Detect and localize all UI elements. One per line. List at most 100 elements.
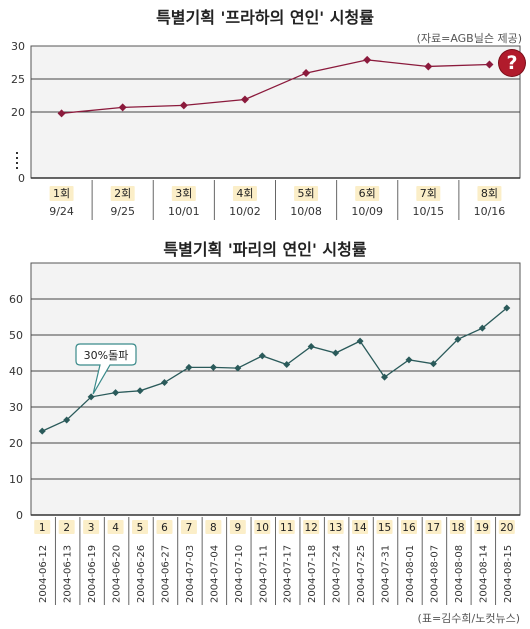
bottom-date-label: 2004-08-15 <box>503 545 514 603</box>
top-chart-title: 특별기획 '프라하의 연인' 시청률 <box>156 8 374 27</box>
bottom-episode-label: 16 <box>402 522 416 534</box>
bottom-episode-badge <box>352 520 369 534</box>
bottom-data-point <box>503 304 511 312</box>
bottom-episode-badge <box>425 520 442 534</box>
bottom-data-point <box>405 356 413 364</box>
bottom-date-label: 2004-06-26 <box>136 545 147 603</box>
bottom-episode-label: 10 <box>256 522 269 534</box>
top-data-point <box>302 69 311 78</box>
bottom-data-point <box>185 363 193 371</box>
top-data-point <box>363 55 372 64</box>
bottom-data-point <box>234 364 242 372</box>
bottom-episode-badge <box>205 520 222 534</box>
bottom-data-point <box>356 337 364 345</box>
top-episode-badge <box>294 186 319 201</box>
top-data-point <box>179 101 188 110</box>
top-data-point <box>57 109 66 118</box>
bottom-chart: 0 10 20 30 40 50 60 30%돌파 1 2004-06-12 2 2004-06-13… <box>9 262 521 605</box>
bottom-data-point <box>209 363 217 371</box>
bottom-y-tick-label: 50 <box>9 329 23 342</box>
bottom-episode-badge <box>474 520 491 534</box>
bottom-episode-badge <box>449 520 466 534</box>
bottom-date-label: 2004-06-20 <box>112 545 123 603</box>
bottom-data-point <box>112 389 120 397</box>
bottom-episode-label: 17 <box>427 522 440 534</box>
bottom-y-tick-label: 20 <box>9 437 23 450</box>
top-data-point <box>485 60 494 69</box>
bottom-episode-label: 7 <box>186 522 193 534</box>
top-date-label: 10/08 <box>290 205 322 218</box>
top-episode-badge <box>477 186 502 201</box>
bottom-y-tick-label: 0 <box>16 509 23 522</box>
bottom-chart-source-note: (표=김수희/노컷뉴스) <box>417 612 520 625</box>
top-episode-label: 4회 <box>236 187 253 200</box>
top-episode-label: 2회 <box>114 187 131 200</box>
bottom-episode-badge <box>327 520 344 534</box>
top-episode-badge <box>416 186 441 201</box>
bottom-plot-area <box>30 262 521 516</box>
bottom-episode-label: 12 <box>304 522 317 534</box>
bottom-episode-badge <box>376 520 393 534</box>
top-episode-label: 5회 <box>298 187 315 200</box>
bottom-episode-label: 4 <box>112 522 119 534</box>
top-date-label: 10/02 <box>229 205 261 218</box>
top-episode-badge <box>49 186 74 201</box>
bottom-episode-badge <box>303 520 320 534</box>
bottom-y-tick-label: 10 <box>9 473 23 486</box>
bottom-episode-label: 19 <box>476 522 489 534</box>
top-episode-badge <box>110 186 135 201</box>
bottom-episode-badge <box>58 520 75 534</box>
bottom-episode-badge <box>107 520 124 534</box>
annotation-label: 30%돌파 <box>84 349 129 362</box>
top-episode-label: 7회 <box>420 187 437 200</box>
bottom-y-tick-label: 60 <box>9 293 23 306</box>
bottom-data-point <box>283 361 291 369</box>
top-date-label: 10/01 <box>168 205 200 218</box>
bottom-episode-label: 13 <box>329 522 342 534</box>
bottom-date-label: 2004-08-14 <box>478 545 489 603</box>
bottom-date-label: 2004-07-03 <box>185 545 196 603</box>
bottom-episode-label: 9 <box>234 522 241 534</box>
bottom-episode-badge <box>229 520 246 534</box>
annotation-callout <box>75 343 137 395</box>
bottom-date-label: 2004-06-12 <box>38 545 49 603</box>
bottom-data-point <box>332 349 340 357</box>
bottom-episode-badge <box>254 520 271 534</box>
bottom-date-label: 2004-08-01 <box>405 545 416 603</box>
top-date-label: 10/15 <box>412 205 444 218</box>
bottom-episode-label: 5 <box>137 522 144 534</box>
top-date-label: 10/16 <box>474 205 506 218</box>
bottom-data-point <box>307 343 315 351</box>
bottom-episode-badge <box>180 520 197 534</box>
question-mark-icon: ? <box>499 50 525 76</box>
bottom-date-label: 2004-07-11 <box>258 545 269 603</box>
top-episode-label: 8회 <box>481 187 498 200</box>
top-y-tick-label: 30 <box>11 40 25 53</box>
top-axis-break <box>16 152 18 154</box>
top-series-line <box>61 59 490 114</box>
bottom-data-point <box>160 379 168 387</box>
bottom-date-label: 2004-08-07 <box>429 545 440 603</box>
bottom-date-label: 2004-07-31 <box>381 545 392 603</box>
bottom-episode-label: 14 <box>353 522 367 534</box>
top-y-tick-label: 0 <box>18 172 25 185</box>
bottom-date-label: 2004-07-18 <box>307 545 318 603</box>
top-chart: 0 20 25 30 1회 9/24 2회 9/25 3회 10/01 4회 10/02 5회 10/08… <box>11 40 521 220</box>
bottom-episode-label: 6 <box>161 522 168 534</box>
top-episode-label: 6회 <box>359 187 376 200</box>
top-episode-badge <box>171 186 196 201</box>
top-chart-source-note: (자료=AGB닐슨 제공) <box>416 32 522 45</box>
top-episode-badge <box>355 186 380 201</box>
top-data-point <box>424 62 433 71</box>
top-episode-label: 1회 <box>53 187 70 200</box>
top-axis-break <box>16 157 18 159</box>
bottom-episode-badge <box>34 520 51 534</box>
bottom-date-label: 2004-07-04 <box>209 545 220 603</box>
bottom-episode-badge <box>400 520 417 534</box>
bottom-episode-badge <box>498 520 515 534</box>
bottom-episode-label: 8 <box>210 522 217 534</box>
bottom-data-point <box>136 387 144 395</box>
bottom-data-point <box>381 373 389 381</box>
bottom-data-point <box>258 352 266 360</box>
